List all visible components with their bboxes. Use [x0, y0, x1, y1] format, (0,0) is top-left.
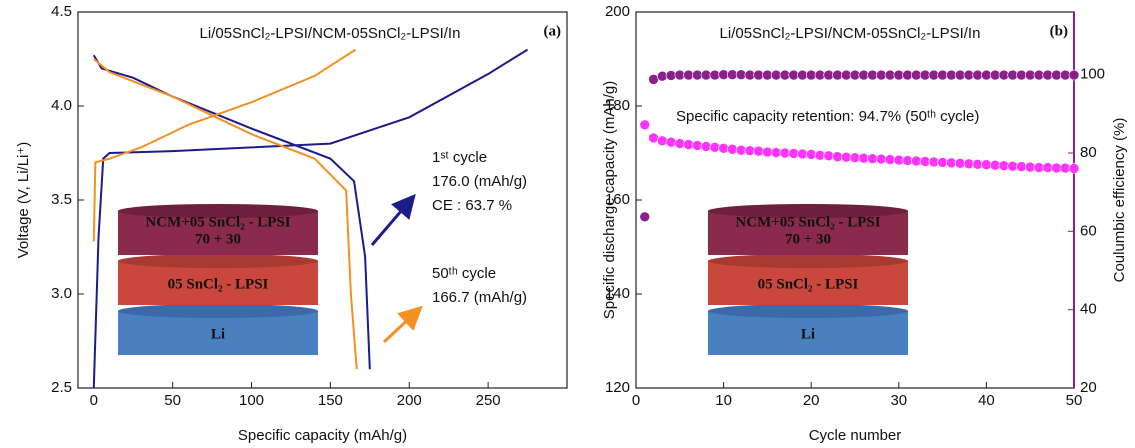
y2-tick-label: 40: [1080, 301, 1097, 318]
inset-label: NCM+05 SnCl₂ - LPSI: [145, 214, 290, 230]
x-tick-label: 0: [90, 392, 98, 409]
x-tick-label: 30: [890, 392, 907, 409]
point: [692, 140, 702, 150]
inset-label: 05 SnCl₂ - LPSI: [758, 276, 859, 292]
x-tick-label: 100: [239, 392, 264, 409]
panel-label: (b): [1050, 23, 1068, 39]
y2-tick-label: 80: [1080, 144, 1097, 161]
point: [1069, 70, 1079, 80]
point: [719, 143, 729, 153]
x-tick-label: 150: [318, 392, 343, 409]
inset-layer-top: [708, 304, 908, 318]
annotation: 1ˢᵗ cycle: [432, 149, 487, 166]
point: [727, 144, 737, 154]
x-axis-label: Cycle number: [809, 427, 902, 444]
x-tick-label: 20: [803, 392, 820, 409]
inset-label: NCM+05 SnCl₂ - LPSI: [735, 214, 880, 230]
inset-label: 70 + 30: [195, 231, 241, 247]
annotation: Specific capacity retention: 94.7% (50ᵗʰ…: [676, 108, 979, 125]
point: [675, 139, 685, 149]
point: [684, 140, 694, 150]
point: [754, 146, 764, 156]
annotation: CE : 63.7 %: [432, 197, 512, 214]
inset-layer-top: [708, 254, 908, 268]
x-tick-label: 10: [715, 392, 732, 409]
point: [640, 120, 650, 130]
point: [640, 212, 650, 222]
inset-layer-top: [118, 254, 318, 268]
y-tick-label: 4.5: [51, 3, 72, 20]
y2-tick-label: 100: [1080, 66, 1105, 83]
point: [657, 71, 667, 81]
y-tick-label: 200: [605, 3, 630, 20]
point: [824, 151, 834, 161]
y-axis-label: Voltage (V, Li/Li⁺): [15, 142, 32, 259]
y-tick-label: 3.5: [51, 191, 72, 208]
y2-tick-label: 20: [1080, 379, 1097, 396]
y-tick-label: 3.0: [51, 285, 72, 302]
x-tick-label: 0: [632, 392, 640, 409]
x-tick-label: 250: [476, 392, 501, 409]
point: [701, 141, 711, 151]
y2-tick-label: 60: [1080, 222, 1097, 239]
x-tick-label: 40: [978, 392, 995, 409]
inset-label: Li: [211, 326, 225, 342]
chart-title: Li/05SnCl₂-LPSI/NCM-05SnCl₂-LPSI/In: [200, 25, 461, 42]
inset-layer-top: [118, 304, 318, 318]
point: [806, 149, 816, 159]
y-tick-label: 4.0: [51, 97, 72, 114]
y-axis-label: Specific discharge capacity (mAh/g): [601, 81, 618, 319]
y-tick-label: 2.5: [51, 379, 72, 396]
point: [710, 142, 720, 152]
chart-title: Li/05SnCl₂-LPSI/NCM-05SnCl₂-LPSI/In: [720, 25, 981, 42]
point: [1069, 164, 1079, 174]
y-tick-label: 120: [605, 379, 630, 396]
point: [649, 133, 659, 143]
x-tick-label: 200: [397, 392, 422, 409]
annotation: 176.0 (mAh/g): [432, 173, 527, 190]
point: [657, 136, 667, 146]
point: [666, 137, 676, 147]
inset-label: 05 SnCl₂ - LPSI: [168, 276, 269, 292]
annotation: 50ᵗʰ cycle: [432, 265, 496, 282]
inset-label: Li: [801, 326, 815, 342]
y2-axis-label: Coulumbic efficiency (%): [1111, 118, 1128, 283]
inset-label: 70 + 30: [785, 231, 831, 247]
figure: NCM+05 SnCl₂ - LPSI70 + 3005 SnCl₂ - LPS…: [0, 0, 1135, 448]
panel-label: (a): [544, 23, 562, 39]
x-axis-label: Specific capacity (mAh/g): [238, 427, 407, 444]
annotation: 166.7 (mAh/g): [432, 289, 527, 306]
x-tick-label: 50: [164, 392, 181, 409]
